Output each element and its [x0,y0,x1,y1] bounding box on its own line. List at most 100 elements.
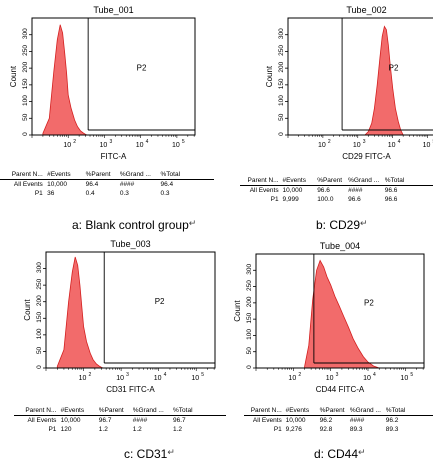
chart3-x-tick-label: 10 [288,375,296,382]
chart0-y-tick-label: 100 [22,95,29,106]
stats-cell: 89.3 [350,425,363,434]
stats-cell: All Events [0,180,43,189]
stats-cell: 36 [47,189,54,198]
stats-cell: 120 [61,425,72,434]
chart0-y-tick-label: 0 [22,132,29,136]
stats-cell: #### [348,186,362,195]
stats-cell: #### [350,416,364,425]
stats-header-cell: %Parent [86,170,111,179]
chart3-x-tick-label: 10 [326,375,334,382]
chart2-x-tick-label: 10 [154,375,162,382]
stats-table-a: Parent N...#Events%Parent%Grand ...%Tota… [0,170,214,198]
stats-cell: 0.3 [161,189,170,198]
chart1-y-tick-label: 250 [278,45,285,56]
chart3-y-tick-label: 0 [246,365,253,369]
stats-header-cell: #Events [286,406,310,415]
chart1-x-tick-exponent: 4 [398,139,401,145]
stats-cell: 96.2 [386,416,399,425]
chart0-y-tick-label: 250 [22,45,29,56]
chart2-gate-label: P2 [155,297,165,306]
chart3-x-tick-exponent: 3 [336,372,339,378]
chart2-x-tick-exponent: 5 [201,372,204,378]
stats-cell: All Events [244,416,282,425]
caption-b-prefix: b: [316,218,326,232]
chart0-x-tick-exponent: 3 [109,139,112,145]
stats-cell: 10,000 [61,416,81,425]
chart0-y-axis-label: Count [9,65,18,87]
chart0-x-tick-exponent: 2 [73,139,76,145]
chart-panel-b: Tube_002P2050100150200250300102103104105… [226,0,433,168]
stats-header-cell: %Total [173,406,193,415]
stats-cell: 96.4 [86,180,99,189]
chart1-plot-frame [288,18,433,135]
chart0-histogram-area [43,25,87,135]
chart0-y-tick-label: 200 [22,61,29,72]
stats-cell: 92.8 [320,425,333,434]
caption-a-prefix: a: [72,218,82,232]
chart1-y-tick-label: 200 [278,61,285,72]
chart2-title: Tube_003 [110,239,150,249]
caption-c: c: CD31↵ [124,447,167,461]
stats-cell: 96.6 [348,195,361,204]
caption-c-text: CD31 [133,447,167,461]
chart2-x-axis-label: CD31 FITC-A [106,385,155,394]
stats-header-cell: %Parent [99,406,124,415]
chart0-y-tick-label: 50 [22,113,29,121]
stats-cell: 10,000 [286,416,306,425]
chart0-x-tick-label: 10 [63,142,71,149]
stats-cell: 96.6 [385,195,398,204]
stats-cell: 1.2 [99,425,108,434]
stats-cell: P1 [0,189,43,198]
caption-b-text: CD29 [326,218,360,232]
stats-cell: #### [133,416,147,425]
chart2-y-tick-label: 100 [36,328,43,339]
chart1-title: Tube_002 [346,5,386,15]
chart2-y-tick-label: 150 [36,311,43,322]
chart1-x-tick-label: 10 [423,142,431,149]
return-arrow-icon: ↵ [360,218,368,229]
stats-cell: 10,000 [47,180,67,189]
stats-table-c: Parent N...#Events%Parent%Grand ...%Tota… [14,406,226,434]
chart1-x-tick-label: 10 [318,142,326,149]
chart3-title: Tube_004 [320,241,360,251]
chart2-y-axis-label: Count [23,299,32,321]
caption-d-prefix: d: [314,447,324,461]
chart0-y-tick-label: 300 [22,28,29,39]
stats-cell: #### [120,180,134,189]
return-arrow-icon: ↵ [167,447,175,458]
chart3-y-tick-label: 200 [246,296,253,307]
chart1-x-tick-exponent: 2 [328,139,331,145]
chart3-y-tick-label: 50 [246,347,253,355]
stats-header-cell: %Grand ... [120,170,151,179]
chart3-y-tick-label: 300 [246,263,253,274]
chart2-y-tick-label: 200 [36,295,43,306]
chart2-x-tick-label: 10 [191,375,199,382]
stats-header-row: Parent N...#Events%Parent%Grand ...%Tota… [240,176,433,186]
stats-header-cell: #Events [282,176,306,185]
chart2-histogram-area [57,257,103,368]
stats-header-cell: %Total [161,170,181,179]
chart0-gate-label: P2 [137,64,147,73]
stats-header-row: Parent N...#Events%Parent%Grand ...%Tota… [0,170,214,180]
chart0-title: Tube_001 [93,5,133,15]
stats-cell: 9,999 [282,195,298,204]
chart0-x-tick-label: 10 [136,142,144,149]
chart0-y-tick-label: 150 [22,78,29,89]
chart2-x-tick-label: 10 [116,375,124,382]
stats-cell: 89.3 [386,425,399,434]
stats-cell: 100.0 [317,195,333,204]
stats-cell: All Events [240,186,279,195]
chart3-x-axis-label: CD44 FITC-A [316,385,365,394]
stats-header-row: Parent N...#Events%Parent%Grand ...%Tota… [244,406,433,416]
chart1-y-tick-label: 150 [278,78,285,89]
stats-cell: All Events [14,416,56,425]
chart3-x-tick-label: 10 [400,375,408,382]
stats-cell: 96.7 [173,416,186,425]
chart0-x-tick-label: 10 [172,142,180,149]
chart2-y-tick-label: 300 [36,262,43,273]
